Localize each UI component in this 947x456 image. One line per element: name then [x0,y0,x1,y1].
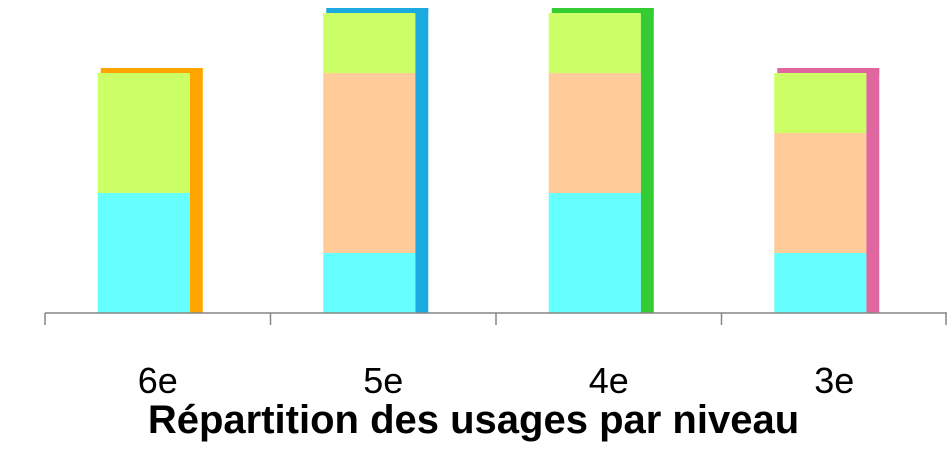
bar-segment [323,253,416,313]
x-tick-labels: 6e 5e 4e 3e [138,360,855,401]
bar-accent-side [866,68,880,313]
bar-accent-side [640,8,654,313]
bar-segment [548,73,641,193]
bar-accent-top [551,8,654,14]
x-tick-label: 4e [589,360,629,401]
bar-accent-side [415,8,429,313]
bar-accent-top [777,68,880,74]
bar-accent-side [189,68,203,313]
bar-segment [97,73,190,193]
bar-segment [774,73,867,133]
x-tick-label: 6e [138,360,178,401]
bar-accent-top [100,68,203,74]
bar-segment [323,13,416,73]
x-tick-label: 3e [814,360,854,401]
bar-segment [97,193,190,313]
bar-accent-top [326,8,429,14]
bar-segment [774,133,867,253]
bar-segment [774,253,867,313]
bar-segment [548,13,641,73]
bar-segment [323,73,416,253]
x-tick-label: 5e [363,360,403,401]
chart-title: Répartition des usages par niveau [147,398,800,442]
bar-segment [548,193,641,313]
x-axis [44,312,947,325]
bars-layer [97,8,880,313]
